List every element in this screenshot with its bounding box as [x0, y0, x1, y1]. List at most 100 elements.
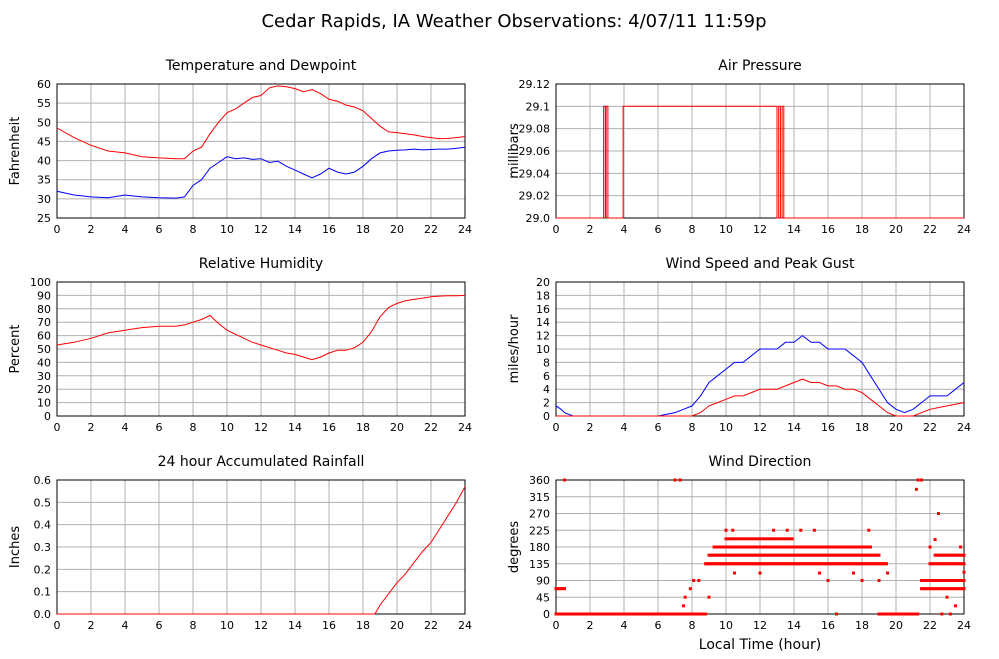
data-point [785, 553, 789, 557]
data-point [926, 587, 930, 591]
x-tick-label: 4 [621, 223, 628, 236]
y-tick-label: 180 [529, 541, 550, 554]
x-tick-label: 10 [220, 223, 234, 236]
y-axis-label: millibars [507, 123, 522, 179]
y-tick-label: 45 [536, 591, 550, 604]
data-point [809, 553, 813, 557]
x-tick-label: 0 [553, 421, 560, 434]
data-point [710, 553, 714, 557]
x-tick-label: 14 [288, 223, 302, 236]
y-tick-label: 50 [37, 116, 51, 129]
data-point [819, 553, 823, 557]
data-point [821, 553, 825, 557]
data-point [960, 553, 964, 557]
data-point [731, 545, 735, 549]
x-tick-label: 12 [254, 421, 268, 434]
series-line-1 [56, 85, 466, 160]
data-point [777, 553, 781, 557]
data-point [734, 545, 738, 549]
data-point [948, 562, 952, 566]
data-point [938, 562, 942, 566]
y-tick-label: 29.08 [519, 123, 551, 136]
data-point [797, 553, 801, 557]
x-tick-label: 6 [156, 223, 163, 236]
chart-title: 24 hour Accumulated Rainfall [158, 454, 365, 470]
data-point [799, 553, 803, 557]
data-point [853, 553, 857, 557]
y-tick-label: 100 [30, 276, 51, 289]
data-point [733, 553, 736, 557]
x-tick-label: 2 [587, 421, 594, 434]
data-point [724, 537, 728, 541]
x-tick-label: 14 [288, 421, 302, 434]
data-point [739, 545, 743, 549]
data-point [933, 538, 937, 542]
data-point [753, 545, 757, 549]
data-point [806, 553, 810, 557]
data-point [795, 553, 799, 557]
chart-title: Wind Speed and Peak Gust [666, 256, 855, 272]
y-tick-label: 29.06 [519, 145, 551, 158]
data-point [697, 579, 701, 582]
data-point [814, 545, 818, 549]
data-point [826, 545, 830, 549]
data-point [557, 587, 561, 591]
data-point [940, 579, 944, 582]
chart-title: Relative Humidity [199, 256, 323, 272]
data-point [727, 545, 731, 549]
data-point [952, 579, 956, 582]
data-point [770, 537, 774, 541]
data-point [755, 545, 759, 549]
data-point [743, 545, 747, 549]
data-point [935, 562, 939, 566]
data-point [836, 553, 840, 557]
data-point [753, 553, 757, 557]
data-point [789, 553, 793, 557]
x-tick-label: 24 [458, 619, 472, 632]
data-point [930, 579, 934, 582]
data-point [778, 545, 782, 549]
data-point [760, 553, 764, 557]
x-tick-label: 8 [689, 223, 696, 236]
data-point [767, 545, 770, 549]
x-tick-label: 0 [553, 223, 560, 236]
y-tick-label: 18 [536, 289, 550, 302]
x-tick-label: 18 [356, 421, 370, 434]
data-point [748, 545, 752, 549]
data-point [801, 553, 804, 557]
data-point [812, 545, 816, 549]
data-point [860, 579, 864, 582]
data-point [682, 604, 685, 608]
data-point [957, 562, 961, 566]
data-point [943, 587, 947, 591]
data-point [811, 553, 815, 557]
data-point [952, 553, 956, 557]
data-point [722, 553, 726, 557]
data-point [790, 553, 794, 557]
x-tick-label: 16 [322, 421, 336, 434]
y-tick-label: 16 [536, 303, 550, 316]
data-point [790, 545, 794, 549]
y-axis-label: degrees [507, 521, 522, 574]
data-point [940, 553, 944, 557]
data-point [937, 512, 940, 515]
data-point [831, 545, 835, 549]
data-point [758, 553, 762, 557]
data-point [867, 545, 871, 549]
data-point [778, 537, 782, 541]
data-point [792, 545, 796, 549]
data-point [852, 545, 855, 549]
x-tick-label: 12 [254, 223, 268, 236]
chart-title: Wind Direction [709, 454, 812, 470]
x-tick-label: 16 [821, 223, 835, 236]
data-point [818, 553, 821, 557]
data-point [867, 528, 871, 532]
data-point [933, 587, 937, 591]
x-tick-label: 6 [655, 619, 662, 632]
data-point [855, 545, 859, 549]
data-point [874, 553, 878, 557]
data-point [712, 545, 716, 549]
data-point [673, 478, 677, 482]
y-axis-label: Fahrenheit [8, 117, 23, 186]
data-point [867, 553, 871, 557]
